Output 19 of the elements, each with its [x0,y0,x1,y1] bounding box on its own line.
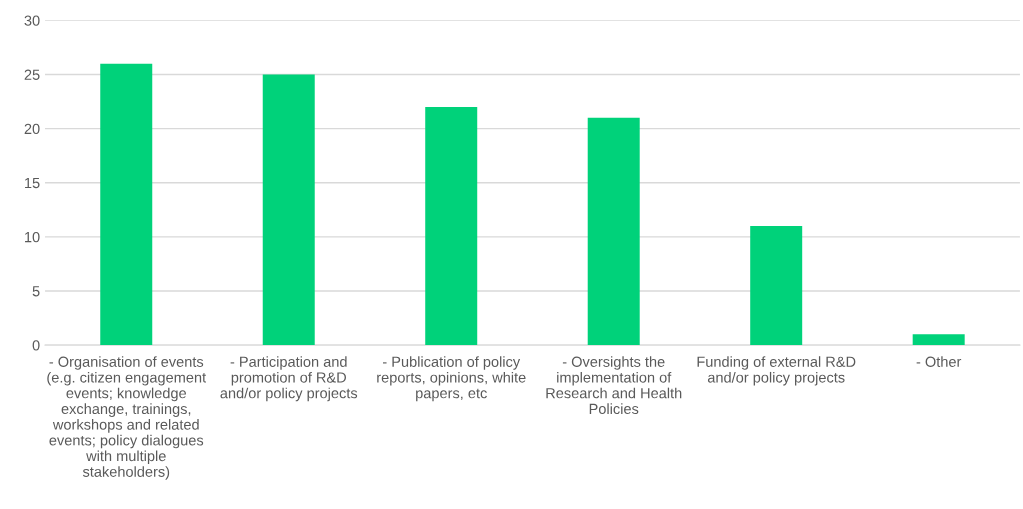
y-tick-label: 5 [32,286,40,297]
bar [425,106,478,346]
y-tick-label: 25 [24,69,40,80]
y-tick-label: 30 [24,15,40,26]
y-tick-label: 15 [25,177,40,189]
x-tick-label: - Oversights the implementation of Research and Health Policies [546,356,682,415]
x-tick-label: - Publication of policy reports, opinions, white papers, etc [377,356,526,402]
bar [750,226,803,346]
bar [587,117,640,346]
y-tick-label: 20 [24,123,40,135]
bar [262,74,315,346]
bar [100,63,153,346]
x-tick-label: Funding of external R&D and/or policy projects [697,356,856,386]
bar [912,334,965,346]
x-tick-label: - Participation and promotion of R&D and/or policy projects [220,356,358,402]
x-tick-label: - Other [916,356,962,367]
y-tick-label: 10 [25,231,40,243]
y-tick-label: 0 [32,340,40,351]
x-tick-label: - Organisation of events (e.g. citizen engagement events; knowledge exchange, trainings, workshops and related events; policy dialogues with multiple stakeholders) [47,356,207,480]
